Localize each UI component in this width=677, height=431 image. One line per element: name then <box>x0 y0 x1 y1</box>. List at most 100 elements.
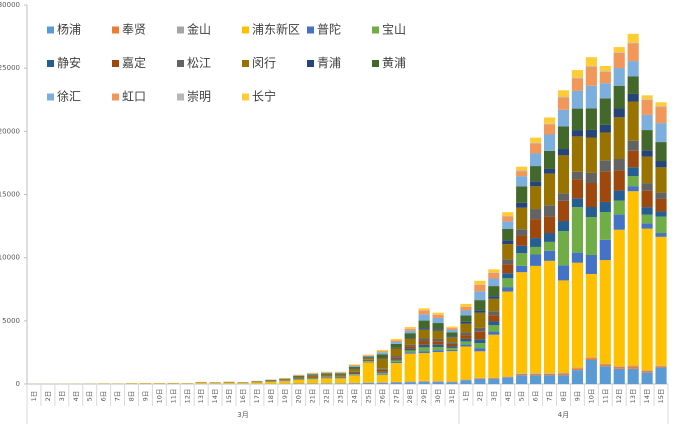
bar-segment <box>390 340 402 342</box>
x-tick-label: 22日 <box>323 389 331 404</box>
bar-segment <box>599 364 611 367</box>
bar-segment <box>530 373 542 376</box>
bar-segment <box>390 360 402 362</box>
bar-segment <box>613 366 625 367</box>
bar-segment <box>516 265 528 273</box>
bar-segment <box>334 383 347 384</box>
y-tick-label: 25000 <box>0 64 20 72</box>
bar-segment <box>307 373 319 375</box>
group-label: 4月 <box>558 411 569 419</box>
bar-segment <box>557 200 570 222</box>
bar-segment <box>390 382 402 384</box>
bar-segment <box>125 383 138 384</box>
x-tick-label: 4日 <box>72 391 80 402</box>
bar-segment <box>543 233 556 242</box>
bar-segment <box>418 320 430 329</box>
bar-segment <box>446 347 458 350</box>
bar-segment <box>488 325 500 332</box>
bar-segment <box>571 207 583 253</box>
bar-segment <box>321 377 333 379</box>
bar-segment <box>418 347 430 352</box>
bar-segment <box>516 272 528 374</box>
bar-segment <box>404 328 416 331</box>
bar-segment <box>488 378 500 384</box>
bar-segment <box>557 280 570 373</box>
bar-segment <box>585 273 597 358</box>
x-tick-label: 1日 <box>30 391 38 402</box>
legend-label: 松江 <box>187 56 211 70</box>
bar-segment <box>334 378 347 384</box>
bar-segment <box>627 76 639 94</box>
bar-segment <box>613 170 625 191</box>
bar-segment <box>446 346 458 348</box>
bar-segment <box>460 315 472 322</box>
bar-segment <box>376 354 388 359</box>
bar-segment <box>516 207 528 230</box>
bar-segment <box>571 179 583 199</box>
legend-swatch <box>177 93 184 101</box>
bar-segment <box>139 383 152 384</box>
bar-segment <box>627 43 639 62</box>
group-label: 3月 <box>237 411 248 419</box>
legend-swatch <box>177 60 184 67</box>
bar-segment <box>362 361 374 362</box>
bar-segment <box>530 238 542 247</box>
bar-segment <box>432 350 444 352</box>
bar-segment <box>585 57 597 67</box>
bar-segment <box>195 382 207 384</box>
bar-segment <box>599 83 611 99</box>
bar-segment <box>474 378 486 384</box>
bar-segment <box>321 372 333 373</box>
x-tick-label: 5日 <box>86 391 94 402</box>
x-tick-label: 18日 <box>267 389 275 404</box>
bar-segment <box>655 236 667 366</box>
bar-segment <box>502 216 514 222</box>
x-tick-label: 2日 <box>44 391 52 402</box>
bar-segment <box>390 362 402 382</box>
bar-segment <box>655 211 667 217</box>
bar-segment <box>334 372 347 374</box>
legend-swatch <box>242 93 249 101</box>
x-tick-label: 11日 <box>601 389 609 404</box>
bar-segment <box>599 366 611 384</box>
bar-segment <box>613 52 625 69</box>
y-tick-label: 15000 <box>0 191 20 199</box>
x-tick-label: 10日 <box>587 389 595 404</box>
bar-segment <box>585 358 597 360</box>
bar-segment <box>543 373 556 374</box>
bar-segment <box>418 344 430 348</box>
bar-segment <box>348 372 361 374</box>
bar-segment <box>390 359 402 361</box>
bar-segment <box>557 155 570 194</box>
bar-segment <box>571 198 583 208</box>
bar-segment <box>530 137 542 143</box>
bar-segment <box>307 379 319 384</box>
x-tick-label: 2日 <box>476 391 484 402</box>
bar-segment <box>571 370 583 384</box>
bar-segment <box>641 223 653 229</box>
x-tick-label: 11日 <box>169 389 177 404</box>
bar-segment <box>432 381 444 382</box>
legend-swatch <box>112 93 119 101</box>
legend-label: 长宁 <box>252 89 276 104</box>
bar-segment <box>599 160 611 172</box>
bar-segment <box>585 137 597 173</box>
bar-segment <box>502 273 514 279</box>
bar-segment <box>279 379 291 381</box>
bar-segment <box>641 99 653 100</box>
x-tick-label: 31日 <box>448 389 456 404</box>
x-tick-label: 30日 <box>434 389 442 404</box>
bar-segment <box>418 353 430 381</box>
bar-segment <box>502 377 514 384</box>
bar-segment <box>530 153 542 167</box>
bar-segment <box>321 376 333 378</box>
bar-segment <box>348 371 361 373</box>
bar-segment <box>627 140 639 151</box>
bar-segment <box>362 361 374 363</box>
bar-segment <box>376 358 388 359</box>
bar-segment <box>418 381 430 382</box>
bar-segment <box>488 286 500 297</box>
bar-segment <box>348 365 361 366</box>
bar-segment <box>627 366 639 369</box>
bar-segment <box>516 176 528 187</box>
